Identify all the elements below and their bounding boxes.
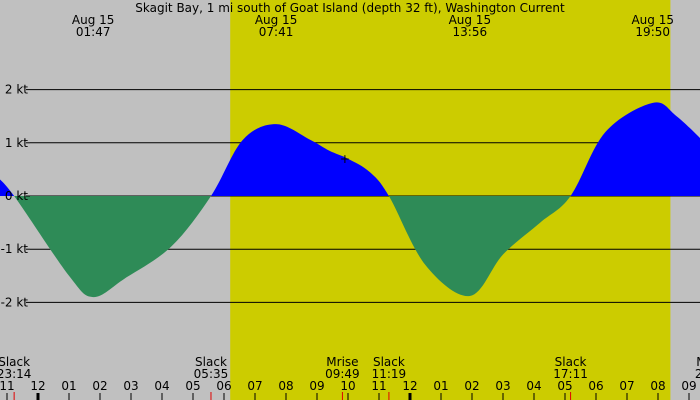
event-label: Slack (555, 355, 587, 369)
hour-tick-label: 07 (247, 379, 262, 393)
y-tick-label: 0 kt (5, 189, 28, 203)
hour-tick-label: 02 (464, 379, 479, 393)
hour-tick-label: 11 (371, 379, 386, 393)
y-tick-label: 2 kt (5, 83, 28, 97)
hour-tick-label: 04 (526, 379, 541, 393)
extreme-time-label: 13:56 (453, 25, 488, 39)
event-time-label: 11:19 (372, 367, 407, 381)
current-marker: + (340, 152, 350, 166)
extreme-date-label: Aug 15 (255, 13, 298, 27)
hour-tick-label: 04 (154, 379, 169, 393)
hour-tick-label: 01 (433, 379, 448, 393)
event-time-label: 23:14 (0, 367, 31, 381)
y-tick-label: -1 kt (1, 242, 29, 256)
event-time-label: 09:49 (325, 367, 360, 381)
hour-tick-label: 02 (92, 379, 107, 393)
event-label: Mrise (326, 355, 358, 369)
hour-tick-label: 12 (402, 379, 417, 393)
hour-tick-label: 06 (216, 379, 231, 393)
hour-tick-label: 09 (309, 379, 324, 393)
flood-area (0, 102, 700, 196)
event-time-label: 17:11 (553, 367, 588, 381)
extreme-date-label: Aug 15 (449, 13, 492, 27)
hour-tick-label: 11 (0, 379, 15, 393)
hour-tick-label: 05 (185, 379, 200, 393)
hour-tick-label: 07 (619, 379, 634, 393)
hour-tick-label: 01 (61, 379, 76, 393)
event-label: Slack (0, 355, 30, 369)
y-tick-label: -2 kt (1, 295, 29, 309)
extreme-time-label: 07:41 (259, 25, 294, 39)
hour-tick-label: 05 (557, 379, 572, 393)
hour-tick-label: 06 (588, 379, 603, 393)
event-label: Slack (373, 355, 405, 369)
event-labels: Slack23:14Slack05:35Mrise09:49Slack11:19… (0, 355, 700, 400)
extreme-time-label: 01:47 (76, 25, 111, 39)
event-time-label: 05:35 (194, 367, 229, 381)
extreme-date-label: Aug 15 (72, 13, 115, 27)
hour-tick-label: 09 (681, 379, 696, 393)
y-axis-ticks: 2 kt 1 kt 0 kt -1 kt -2 kt (1, 83, 30, 309)
extreme-time-label: 19:50 (635, 25, 670, 39)
y-tick-label: 1 kt (5, 136, 28, 150)
extreme-date-label: Aug 15 (631, 13, 674, 27)
hour-tick-label: 08 (278, 379, 293, 393)
chart-title: Skagit Bay, 1 mi south of Goat Island (d… (135, 1, 565, 15)
x-axis: 11 12 01 02 03 04 05 06 07 08 09 10 11 12 01 02 03 04 05 06… (0, 379, 697, 400)
hour-tick-label: 12 (30, 379, 45, 393)
hour-tick-label: 03 (123, 379, 138, 393)
hour-tick-label: 10 (340, 379, 355, 393)
event-time-label: 21: (695, 367, 700, 381)
hour-tick-label: 08 (650, 379, 665, 393)
event-label: Ms (696, 355, 700, 369)
hour-tick-label: 03 (495, 379, 510, 393)
event-label: Slack (195, 355, 227, 369)
ebb-area (0, 196, 700, 298)
